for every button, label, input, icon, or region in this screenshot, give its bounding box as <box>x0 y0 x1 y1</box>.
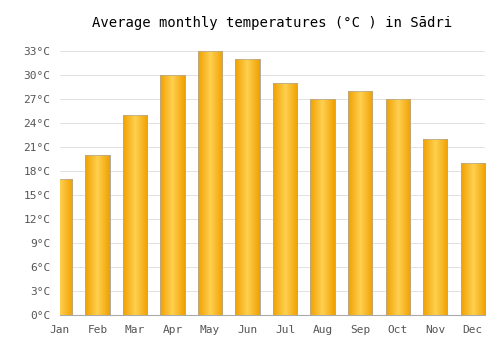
Bar <box>310 99 335 315</box>
Bar <box>86 155 110 315</box>
Bar <box>273 83 297 315</box>
Bar <box>386 99 410 315</box>
Bar <box>160 75 185 315</box>
Bar <box>123 115 148 315</box>
Bar <box>236 59 260 315</box>
Bar <box>198 51 222 315</box>
Title: Average monthly temperatures (°C ) in Sādri: Average monthly temperatures (°C ) in Sā… <box>92 16 452 30</box>
Bar <box>48 179 72 315</box>
Bar <box>86 155 110 315</box>
Bar <box>123 115 148 315</box>
Bar <box>423 139 448 315</box>
Bar <box>348 91 372 315</box>
Bar <box>423 139 448 315</box>
Bar <box>348 91 372 315</box>
Bar <box>386 99 410 315</box>
Bar <box>160 75 185 315</box>
Bar <box>198 51 222 315</box>
Bar <box>460 163 485 315</box>
Bar <box>310 99 335 315</box>
Bar <box>236 59 260 315</box>
Bar <box>460 163 485 315</box>
Bar <box>48 179 72 315</box>
Bar <box>273 83 297 315</box>
